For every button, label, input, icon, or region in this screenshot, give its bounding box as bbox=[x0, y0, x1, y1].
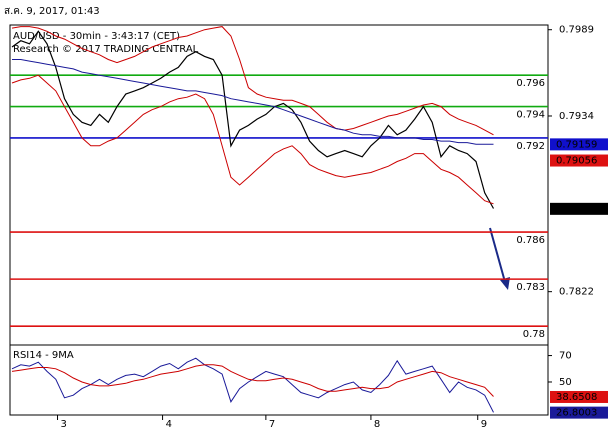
level-label: 0.78 bbox=[523, 329, 545, 340]
level-label: 0.783 bbox=[516, 282, 545, 293]
value-marker-label: 0.79056 bbox=[556, 156, 597, 167]
x-tick-label: 7 bbox=[269, 419, 275, 430]
value-marker bbox=[550, 202, 608, 215]
rsi-line bbox=[11, 357, 494, 413]
forecast-arrow bbox=[489, 227, 510, 290]
level-label: 0.792 bbox=[516, 141, 545, 152]
x-tick-label: 9 bbox=[481, 419, 487, 430]
value-marker bbox=[550, 406, 608, 419]
chart-subtitle: Research © 2017 TRADING CENTRAL bbox=[13, 44, 199, 55]
series-line bbox=[11, 74, 494, 205]
series-line bbox=[11, 30, 495, 209]
rsi-label: RSI14 - 9MA bbox=[13, 350, 74, 361]
series-line bbox=[11, 26, 494, 136]
value-marker-label: 26.8003 bbox=[556, 408, 597, 419]
level-label: 0.796 bbox=[516, 78, 545, 89]
value-marker bbox=[550, 154, 608, 167]
value-marker bbox=[550, 138, 608, 151]
y-tick-label: 0.7989 bbox=[559, 25, 594, 36]
timestamp: ส.ค. 9, 2017, 01:43 bbox=[4, 6, 100, 17]
y-tick-label: 0.7822 bbox=[559, 287, 594, 298]
chart-title: AUD/USD - 30min - 3:43:17 (CET) bbox=[13, 31, 180, 42]
y-tick-label: 0.7934 bbox=[559, 111, 594, 122]
rsi-panel bbox=[9, 344, 549, 416]
x-tick-label: 4 bbox=[166, 419, 172, 430]
x-tick-label: 3 bbox=[61, 419, 67, 430]
rsi-tick-label: 70 bbox=[559, 351, 572, 362]
value-marker-label: 0.78748 bbox=[556, 204, 597, 215]
level-label: 0.794 bbox=[516, 110, 545, 121]
value-marker bbox=[550, 390, 608, 403]
series-line bbox=[12, 59, 494, 145]
value-marker-label: 38.6508 bbox=[556, 392, 597, 403]
value-marker-label: 0.79159 bbox=[556, 139, 597, 150]
level-label: 0.786 bbox=[516, 235, 545, 246]
rsi-tick-label: 50 bbox=[559, 377, 572, 388]
rsi-line bbox=[11, 364, 494, 397]
x-tick-label: 8 bbox=[374, 419, 380, 430]
